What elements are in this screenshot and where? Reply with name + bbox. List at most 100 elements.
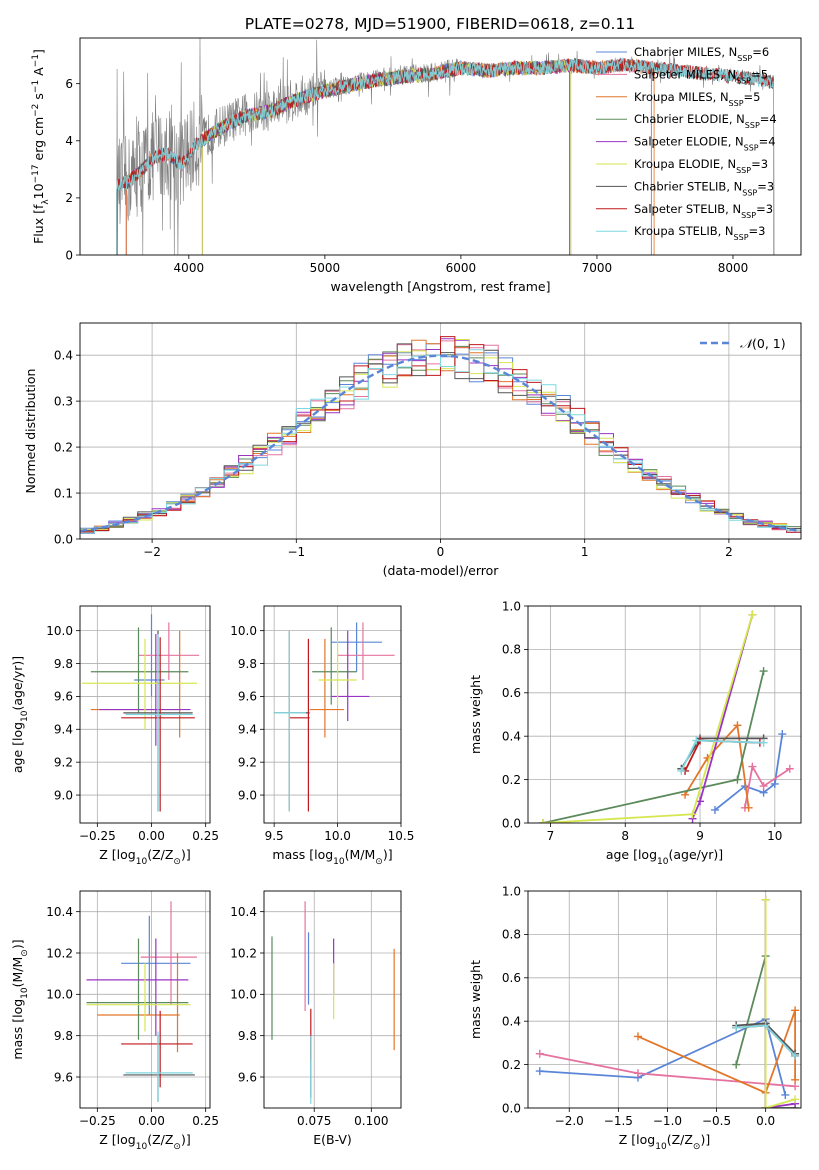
y-tick-label: 0.4: [502, 1015, 521, 1029]
weight-marker-kroupa-stelib: [677, 766, 686, 775]
x-tick-label: 10.5: [388, 829, 415, 843]
y-tick-label: 1.0: [502, 884, 521, 898]
x-axis-label: age [log10(age/yr)]: [606, 847, 723, 867]
y-tick-label: 10.4: [46, 905, 73, 919]
legend-entry-kroupa-stelib: Kroupa STELIB, NSSP=3: [634, 224, 765, 242]
weight-line-kroupa-elodie: [764, 899, 796, 1108]
legend-entry-salpeter-stelib: Salpeter STELIB, NSSP=3: [634, 202, 773, 220]
legend-entry-salpeter-elodie: Salpeter ELODIE, NSSP=4: [634, 135, 776, 153]
weight-line-chabrier-miles: [539, 1017, 787, 1096]
weight-marker-kroupa-stelib: [761, 1021, 770, 1030]
x-tick-label: 4000: [174, 261, 205, 275]
plot-area: [80, 606, 210, 823]
x-tick-label: −1: [287, 545, 305, 559]
axes-frame: [527, 890, 802, 1109]
y-tick-label: 9.4: [238, 723, 257, 737]
x-tick-label: −0.25: [79, 829, 116, 843]
model-spectrum-salpeter-miles: [125, 57, 652, 255]
plot-area: [80, 891, 210, 1108]
weight-marker-salpeter-miles: [633, 1069, 642, 1078]
x-tick-label: 10: [767, 829, 782, 843]
x-tick-label: 8000: [718, 261, 749, 275]
axes-mass_vs_EBV: 0.075 0.100 9.6 9.8 10.0 10.2 10.4 E(B-V): [230, 890, 402, 1147]
x-axis-label: (data-model)/error: [383, 563, 500, 578]
y-tick-label: 9.8: [238, 1029, 257, 1043]
y-tick-label: 1.0: [502, 599, 521, 613]
weight-marker-salpeter-miles: [748, 762, 757, 771]
y-tick-label: 10.0: [230, 988, 257, 1002]
weight-line-kroupa-elodie: [542, 614, 754, 823]
weight-marker-kroupa-elodie: [761, 1104, 770, 1108]
x-tick-label: −2.0: [555, 1114, 584, 1128]
x-tick-label: 0.25: [192, 829, 219, 843]
legend-entry-kroupa-miles: Kroupa MILES, NSSP=5: [634, 90, 760, 108]
plot-area: [264, 891, 401, 1108]
y-tick-label: 0.1: [54, 486, 73, 500]
x-tick-label: 9.5: [265, 829, 284, 843]
y-axis-label: mass [log10(M/M⊙)]: [10, 939, 30, 1059]
y-tick-label: 9.2: [238, 755, 257, 769]
legend-entry-normal: 𝒩(0, 1): [740, 336, 786, 351]
legend-entry-kroupa-elodie: Kroupa ELODIE, NSSP=3: [634, 157, 768, 175]
legend-entry-chabrier-miles: Chabrier MILES, NSSP=6: [634, 45, 769, 63]
y-tick-label: 0.6: [502, 971, 521, 985]
weight-marker-kroupa-miles: [733, 721, 742, 730]
weight-marker-chabrier-elodie: [733, 775, 742, 784]
x-tick-label: 2: [725, 545, 733, 559]
x-tick-label: −1.0: [653, 1114, 682, 1128]
legend-entry-chabrier-elodie: Chabrier ELODIE, NSSP=4: [634, 112, 777, 130]
y-tick-label: 0.3: [54, 394, 73, 408]
weight-marker-salpeter-miles: [785, 764, 794, 773]
weight-marker-chabrier-miles: [770, 779, 779, 788]
weight-marker-chabrier-miles: [535, 1067, 544, 1076]
axes-frame: [79, 322, 802, 540]
weight-marker-kroupa-miles: [633, 1032, 642, 1041]
y-tick-label: 0.0: [54, 532, 73, 546]
axes-residuals: −2 −1 0 1 2 0.0 0.1 0.2 0.3 0.4 (data-model)/error…: [23, 322, 802, 578]
x-tick-label: 7: [547, 829, 555, 843]
normal-reference-curve: [80, 354, 801, 533]
axes-mass_vs_Z: −0.25 0.00 0.25 9.6 9.8 10.0 10.2 10.4 Z [log10(…: [10, 890, 219, 1152]
model-spectrum-kroupa-elodie: [201, 58, 572, 255]
x-tick-label: 10.0: [324, 829, 351, 843]
y-tick-label: 9.6: [238, 1070, 257, 1084]
y-tick-label: 0.4: [502, 730, 521, 744]
axes-weight_vs_Z: −2.0 −1.5 −1.0 −0.5 0.0 0.0 0.2 0.4 0.6 0.8 1.0 Z […: [468, 884, 802, 1152]
y-axis-label: Normed distribution: [23, 369, 38, 494]
y-tick-label: 0.8: [502, 928, 521, 942]
x-tick-label: 1: [581, 545, 589, 559]
weight-marker-chabrier-miles: [710, 805, 719, 814]
x-tick-label: 0.0: [756, 1114, 775, 1128]
plot-area: [80, 323, 801, 539]
y-tick-label: 10.2: [46, 946, 73, 960]
y-tick-label: 9.6: [54, 1070, 73, 1084]
weight-marker-salpeter-miles: [759, 782, 768, 791]
weight-marker-chabrier-elodie: [732, 1060, 741, 1069]
y-tick-label: 4: [65, 134, 73, 148]
weight-line-chabrier-miles: [714, 733, 784, 811]
y-tick-label: 2: [65, 191, 73, 205]
weight-marker-kroupa-stelib: [791, 1051, 800, 1060]
x-tick-label: 0.075: [297, 1114, 331, 1128]
x-tick-label: 9: [696, 829, 704, 843]
axes-frame: [79, 37, 802, 256]
weight-marker-chabrier-miles: [778, 730, 787, 739]
y-tick-label: 9.8: [238, 657, 257, 671]
weight-marker-kroupa-stelib: [732, 1023, 741, 1032]
x-tick-label: −0.5: [702, 1114, 731, 1128]
y-tick-label: 0.2: [54, 440, 73, 454]
y-tick-label: 0.8: [502, 643, 521, 657]
y-axis-label: mass weight: [468, 960, 483, 1039]
x-axis-label: mass [log10(M/M⊙)]: [272, 847, 392, 867]
x-tick-label: 0.25: [192, 1114, 219, 1128]
y-tick-label: 0.0: [502, 816, 521, 830]
weight-marker-salpeter-elodie: [696, 797, 705, 806]
legend-entry-salpeter-miles: Salpeter MILES, NSSP=5: [634, 67, 768, 85]
y-tick-label: 9.2: [54, 755, 73, 769]
weight-marker-kroupa-elodie: [538, 819, 547, 823]
axes-frame: [527, 605, 802, 824]
weight-marker-kroupa-elodie: [748, 610, 757, 619]
y-tick-label: 10.2: [230, 946, 257, 960]
axes-frame: [79, 605, 211, 824]
model-spectrum-chabrier-elodie: [201, 59, 571, 255]
